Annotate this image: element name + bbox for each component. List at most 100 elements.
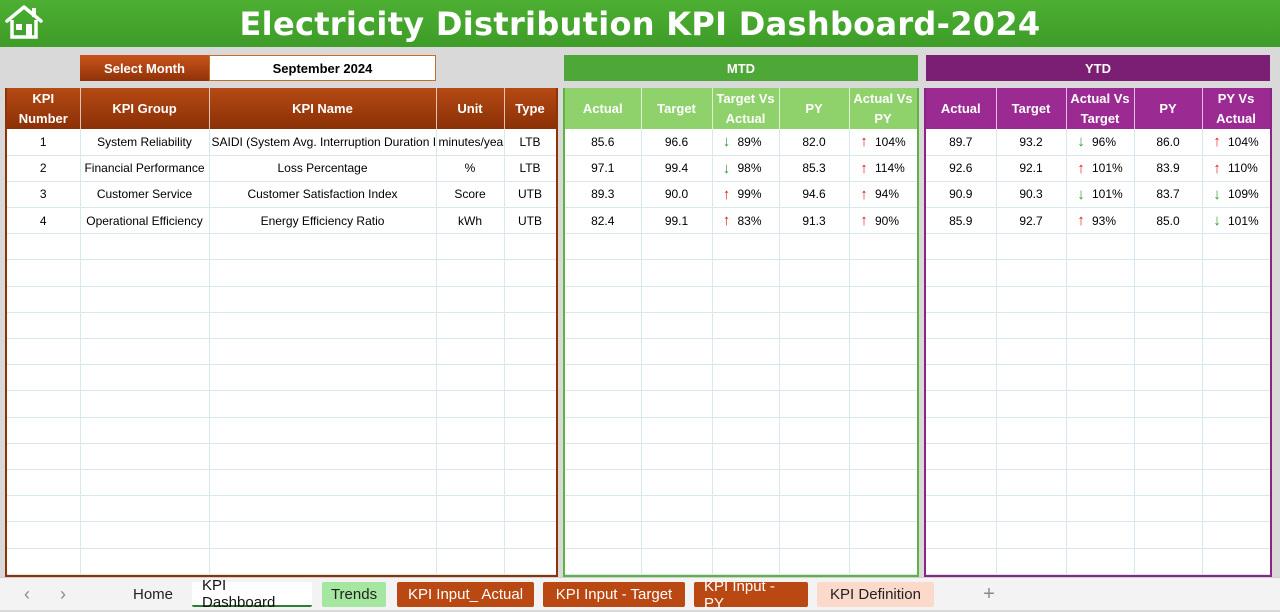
mtd-header-actual[interactable]: Actual xyxy=(565,88,642,129)
empty-cell[interactable] xyxy=(209,469,437,497)
empty-cell[interactable] xyxy=(849,417,917,444)
ytd-target-cell[interactable]: 93.2 xyxy=(996,129,1067,156)
mtd-target-cell[interactable]: 96.6 xyxy=(641,129,713,156)
empty-cell[interactable] xyxy=(712,469,780,497)
empty-cell[interactable] xyxy=(1134,469,1203,497)
mtd-header-target-vs-actual[interactable]: Target Vs Actual xyxy=(712,88,780,129)
empty-cell[interactable] xyxy=(1202,548,1270,575)
mtd-target-vs-actual-cell[interactable]: ↓ 89% xyxy=(712,129,780,156)
mtd-actual-vs-py-cell[interactable]: ↑ 90% xyxy=(849,207,917,235)
empty-cell[interactable] xyxy=(565,233,642,261)
kpi-type-cell[interactable]: UTB xyxy=(504,181,556,209)
empty-cell[interactable] xyxy=(80,548,210,575)
empty-cell[interactable] xyxy=(779,443,850,470)
empty-cell[interactable] xyxy=(209,495,437,523)
empty-cell[interactable] xyxy=(996,364,1067,392)
empty-cell[interactable] xyxy=(849,469,917,497)
kpi-type-cell[interactable]: LTB xyxy=(504,129,556,156)
empty-cell[interactable] xyxy=(209,233,437,261)
empty-cell[interactable] xyxy=(641,259,713,287)
empty-cell[interactable] xyxy=(1066,390,1135,418)
empty-cell[interactable] xyxy=(1202,259,1270,287)
empty-cell[interactable] xyxy=(7,521,81,549)
kpi-number-cell[interactable]: 4 xyxy=(7,207,81,235)
empty-cell[interactable] xyxy=(565,259,642,287)
empty-cell[interactable] xyxy=(80,443,210,470)
empty-cell[interactable] xyxy=(209,364,437,392)
empty-cell[interactable] xyxy=(436,338,505,366)
empty-cell[interactable] xyxy=(1066,338,1135,366)
kpi-group-cell[interactable]: Financial Performance xyxy=(80,155,210,182)
empty-cell[interactable] xyxy=(996,286,1067,313)
select-month-dropdown[interactable]: September 2024 xyxy=(209,55,436,81)
empty-cell[interactable] xyxy=(1202,417,1270,444)
ytd-target-cell[interactable]: 92.7 xyxy=(996,207,1067,235)
ytd-actual-cell[interactable]: 89.7 xyxy=(926,129,997,156)
empty-cell[interactable] xyxy=(1066,312,1135,340)
empty-cell[interactable] xyxy=(1134,259,1203,287)
empty-cell[interactable] xyxy=(504,364,556,392)
ytd-actual-vs-target-cell[interactable]: ↑ 93% xyxy=(1066,207,1135,235)
header-kpi-name[interactable]: KPI Name xyxy=(209,88,437,129)
empty-cell[interactable] xyxy=(1066,286,1135,313)
empty-cell[interactable] xyxy=(7,312,81,340)
empty-cell[interactable] xyxy=(996,521,1067,549)
ytd-header-py-vs-actual[interactable]: PY Vs Actual xyxy=(1202,88,1270,129)
empty-cell[interactable] xyxy=(996,443,1067,470)
tab-kpi-input-actual[interactable]: KPI Input_ Actual xyxy=(397,582,534,607)
kpi-number-cell[interactable]: 2 xyxy=(7,155,81,182)
kpi-unit-cell[interactable]: Score xyxy=(436,181,505,209)
empty-cell[interactable] xyxy=(436,443,505,470)
empty-cell[interactable] xyxy=(1134,417,1203,444)
empty-cell[interactable] xyxy=(209,312,437,340)
empty-cell[interactable] xyxy=(80,286,210,313)
mtd-header-actual-vs-py[interactable]: Actual Vs PY xyxy=(849,88,917,129)
empty-cell[interactable] xyxy=(504,495,556,523)
empty-cell[interactable] xyxy=(436,364,505,392)
empty-cell[interactable] xyxy=(436,233,505,261)
empty-cell[interactable] xyxy=(1066,495,1135,523)
mtd-py-cell[interactable]: 91.3 xyxy=(779,207,850,235)
empty-cell[interactable] xyxy=(436,259,505,287)
empty-cell[interactable] xyxy=(1134,364,1203,392)
empty-cell[interactable] xyxy=(565,495,642,523)
empty-cell[interactable] xyxy=(779,233,850,261)
empty-cell[interactable] xyxy=(565,338,642,366)
empty-cell[interactable] xyxy=(504,417,556,444)
empty-cell[interactable] xyxy=(1066,443,1135,470)
kpi-unit-cell[interactable]: % xyxy=(436,155,505,182)
empty-cell[interactable] xyxy=(712,338,780,366)
empty-cell[interactable] xyxy=(565,443,642,470)
kpi-number-cell[interactable]: 3 xyxy=(7,181,81,209)
mtd-header-target[interactable]: Target xyxy=(641,88,713,129)
empty-cell[interactable] xyxy=(641,364,713,392)
empty-cell[interactable] xyxy=(996,417,1067,444)
empty-cell[interactable] xyxy=(712,521,780,549)
ytd-header-actual[interactable]: Actual xyxy=(926,88,997,129)
mtd-target-cell[interactable]: 99.4 xyxy=(641,155,713,182)
mtd-target-cell[interactable]: 90.0 xyxy=(641,181,713,209)
empty-cell[interactable] xyxy=(436,548,505,575)
empty-cell[interactable] xyxy=(1202,338,1270,366)
empty-cell[interactable] xyxy=(1134,443,1203,470)
empty-cell[interactable] xyxy=(1202,469,1270,497)
empty-cell[interactable] xyxy=(504,233,556,261)
add-sheet-button[interactable]: + xyxy=(983,583,995,605)
kpi-name-cell[interactable]: Customer Satisfaction Index xyxy=(209,181,437,209)
empty-cell[interactable] xyxy=(80,390,210,418)
empty-cell[interactable] xyxy=(641,521,713,549)
empty-cell[interactable] xyxy=(80,495,210,523)
kpi-name-cell[interactable]: Loss Percentage xyxy=(209,155,437,182)
empty-cell[interactable] xyxy=(641,390,713,418)
empty-cell[interactable] xyxy=(504,390,556,418)
kpi-unit-cell[interactable]: kWh xyxy=(436,207,505,235)
empty-cell[interactable] xyxy=(926,443,997,470)
empty-cell[interactable] xyxy=(1134,338,1203,366)
empty-cell[interactable] xyxy=(209,390,437,418)
empty-cell[interactable] xyxy=(565,364,642,392)
mtd-actual-cell[interactable]: 97.1 xyxy=(565,155,642,182)
empty-cell[interactable] xyxy=(926,364,997,392)
empty-cell[interactable] xyxy=(996,469,1067,497)
empty-cell[interactable] xyxy=(209,417,437,444)
empty-cell[interactable] xyxy=(926,286,997,313)
